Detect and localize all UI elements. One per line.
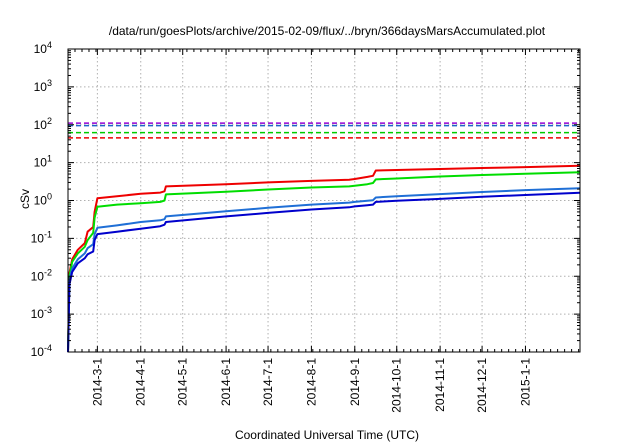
grid-lines [68, 49, 580, 352]
x-tick-label: 2014-5-1 [176, 358, 190, 406]
series-line [67, 191, 581, 353]
y-tick-label: 104 [34, 40, 52, 56]
y-tick-label: 102 [34, 116, 52, 132]
y-tick-exponent: -4 [44, 343, 52, 353]
y-tick-exponent: -3 [44, 305, 52, 315]
y-tick-label: 10-3 [31, 305, 52, 321]
y-tick-label: 10-1 [31, 229, 52, 245]
y-tick-base: 10 [31, 345, 45, 359]
chart-title: /data/run/goesPlots/archive/2015-02-09/f… [109, 24, 546, 38]
x-axis-label: Coordinated Universal Time (UTC) [235, 428, 419, 442]
x-tick-label: 2014-10-1 [390, 358, 404, 413]
y-tick-base: 10 [31, 269, 45, 283]
x-tick-label: 2015-1-1 [518, 358, 532, 406]
y-tick-base: 10 [31, 307, 45, 321]
y-tick-exponent: 1 [47, 154, 52, 164]
y-tick-label: 10-4 [31, 343, 52, 359]
x-tick-label: 2014-9-1 [348, 358, 362, 406]
y-axis-label: cSv [18, 189, 32, 209]
y-tick-exponent: 0 [47, 192, 52, 202]
y-tick-base: 10 [34, 42, 48, 56]
series-line [67, 171, 581, 353]
threshold-lines [68, 122, 580, 139]
y-tick-base: 10 [34, 194, 48, 208]
y-tick-exponent: 4 [47, 40, 52, 50]
y-tick-base: 10 [34, 156, 48, 170]
x-tick-label: 2014-7-1 [261, 358, 275, 406]
y-tick-label: 100 [34, 192, 52, 208]
series-lines [67, 164, 581, 353]
y-tick-label: 10-2 [31, 267, 52, 283]
y-tick-label: 101 [34, 154, 52, 170]
x-tick-label: 2014-12-1 [475, 358, 489, 413]
series-line [67, 164, 581, 353]
y-tick-exponent: 3 [47, 78, 52, 88]
y-tick-base: 10 [34, 80, 48, 94]
x-tick-label: 2014-4-1 [134, 358, 148, 406]
y-tick-base: 10 [34, 118, 48, 132]
x-tick-label: 2014-11-1 [433, 358, 447, 412]
y-tick-exponent: -2 [44, 267, 52, 277]
x-tick-label: 2014-6-1 [219, 358, 233, 406]
y-tick-label: 103 [34, 78, 52, 94]
y-tick-exponent: -1 [44, 229, 52, 239]
y-tick-base: 10 [31, 231, 45, 245]
y-tick-exponent: 2 [47, 116, 52, 126]
x-tick-label: 2014-8-1 [304, 358, 318, 406]
series-line [67, 187, 581, 353]
x-tick-label: 2014-3-1 [90, 358, 104, 406]
x-axis: 2014-3-1 2014-4-1 2014-5-1 2014-6-1 2014-7-1… [67, 49, 580, 413]
